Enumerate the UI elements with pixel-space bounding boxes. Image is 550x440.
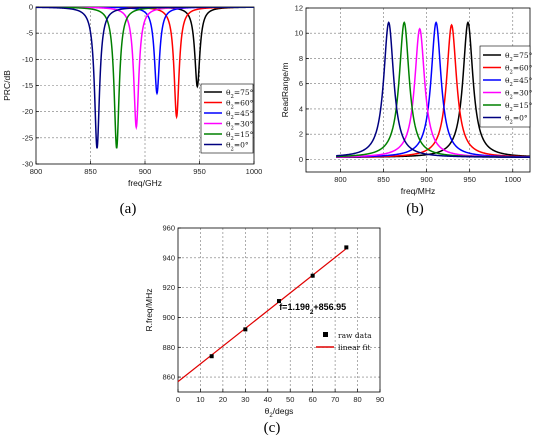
x-tick-label: 800 (334, 175, 347, 184)
x-tick-label: 1000 (246, 167, 263, 176)
legend-label: θ2=60° (226, 98, 254, 110)
y-tick-label: 0 (29, 3, 33, 12)
x-tick-label: 950 (193, 167, 206, 176)
x-tick-label: 0 (176, 395, 180, 404)
legend-box (479, 45, 531, 128)
legend-entry-2-30: θ2=30° (483, 88, 533, 100)
plot-frame (177, 227, 381, 393)
x-axis-label: freq/MHz (401, 186, 435, 196)
fit-line (177, 248, 347, 383)
legend-entry-2-75: θ2=75° (483, 51, 533, 63)
legend-label: θ2=30° (505, 88, 533, 100)
series-group (36, 7, 254, 149)
y-tick-label: -30 (22, 160, 33, 169)
legend-entry-2-15: θ2=15° (483, 101, 533, 113)
legend-label: θ2=15° (226, 130, 254, 142)
chart-linear-fit: 0 10 20 30 40 50 60 70 80 90 860 880 900 920 940 960 θ2/… (144, 224, 384, 420)
legend-entry-2-45: θ2=45° (204, 109, 254, 121)
x-tick-label: 1000 (504, 175, 521, 184)
x-tick-label: 950 (463, 175, 476, 184)
y-tick-label: 960 (162, 224, 175, 233)
y-tick-label: 4 (299, 104, 303, 113)
y-tick-label: 940 (162, 253, 175, 262)
x-tick-label: 40 (264, 395, 272, 404)
legend-label: raw data (338, 331, 372, 340)
legend-entry-2-30: θ2=30° (204, 119, 254, 131)
legend-label: linear fit (338, 343, 371, 352)
x-tick-label: 30 (241, 395, 249, 404)
x-axis-label: θ2/degs (265, 406, 294, 419)
y-tick-label: -10 (22, 55, 33, 64)
y-tick-label: -25 (22, 133, 33, 142)
x-tick-label: 900 (139, 167, 152, 176)
legend-label: θ2=30° (226, 119, 254, 131)
chart-prc: 800 850 900 950 1000 0 -5 -10 -15 -20 -25 -30 freq/G… (2, 3, 262, 189)
data-point (243, 327, 248, 332)
data-point (344, 245, 349, 250)
y-tick-label: 12 (295, 4, 303, 13)
y-tick-label: -5 (26, 29, 33, 38)
y-axis-label: R.freq/MHz (144, 289, 154, 332)
legend-label: θ2=45° (505, 76, 533, 88)
legend-entry-2-15: θ2=15° (204, 130, 254, 142)
data-point (277, 299, 281, 304)
y-axis-label: PRC/dB (2, 70, 12, 101)
x-tick-label: 850 (377, 175, 390, 184)
x-tick-label: 10 (196, 395, 204, 404)
legend-label: θ2=75° (505, 51, 533, 63)
legend-box (200, 83, 254, 154)
legend-entry-2-60: θ2=60° (483, 63, 533, 75)
fit-equation: f=1.19θ2+856.95 (279, 302, 346, 316)
y-tick-label: 8 (299, 54, 303, 63)
y-tick-label: 10 (295, 29, 303, 38)
legend-label: θ2=75° (226, 88, 254, 100)
legend-entry-2-75: θ2=75° (204, 88, 254, 100)
legend-label: θ2=45° (226, 109, 254, 121)
y-tick-label: -15 (22, 81, 33, 90)
x-tick-label: 900 (420, 175, 433, 184)
panel-label-a: (a) (120, 201, 137, 217)
legend-entry-2-60: θ2=60° (204, 98, 254, 110)
y-tick-label: 900 (162, 313, 175, 322)
y-tick-label: 860 (162, 373, 175, 382)
series-line-2-0 (36, 7, 254, 149)
x-tick-label: 20 (219, 395, 227, 404)
panel-label-c: (c) (264, 420, 281, 436)
legend-entry-2-45: θ2=45° (483, 76, 533, 88)
x-tick-label: 800 (30, 167, 43, 176)
legend-entry-linear-fit: linear fit (316, 343, 371, 352)
x-tick-label: 50 (286, 395, 294, 404)
chart-read-range: 800 850 900 950 1000 0 2 4 6 8 10 12 freq/MHz ReadRan… (280, 4, 533, 197)
data-point (310, 273, 315, 278)
panel-label-b: (b) (406, 201, 424, 217)
x-tick-label: 90 (376, 395, 384, 404)
y-tick-label: 880 (162, 343, 175, 352)
x-tick-label: 80 (353, 395, 361, 404)
legend-entry-raw-data: raw data (323, 331, 372, 340)
y-tick-label: 920 (162, 283, 175, 292)
y-tick-label: 6 (299, 79, 303, 88)
y-tick-label: 2 (299, 130, 303, 139)
y-tick-label: -20 (22, 107, 33, 116)
y-tick-label: 0 (299, 155, 303, 164)
legend-label: θ2=60° (505, 63, 533, 75)
x-axis-label: freq/GHz (128, 178, 162, 188)
y-axis-label: ReadRange/m (280, 63, 290, 118)
data-point (209, 354, 214, 359)
x-tick-label: 70 (331, 395, 339, 404)
series-group (336, 21, 530, 158)
series-line-2-0 (336, 21, 530, 158)
legend-marker (323, 332, 328, 337)
x-tick-label: 60 (308, 395, 316, 404)
x-tick-label: 850 (84, 167, 97, 176)
legend-label: θ2=15° (505, 101, 533, 113)
